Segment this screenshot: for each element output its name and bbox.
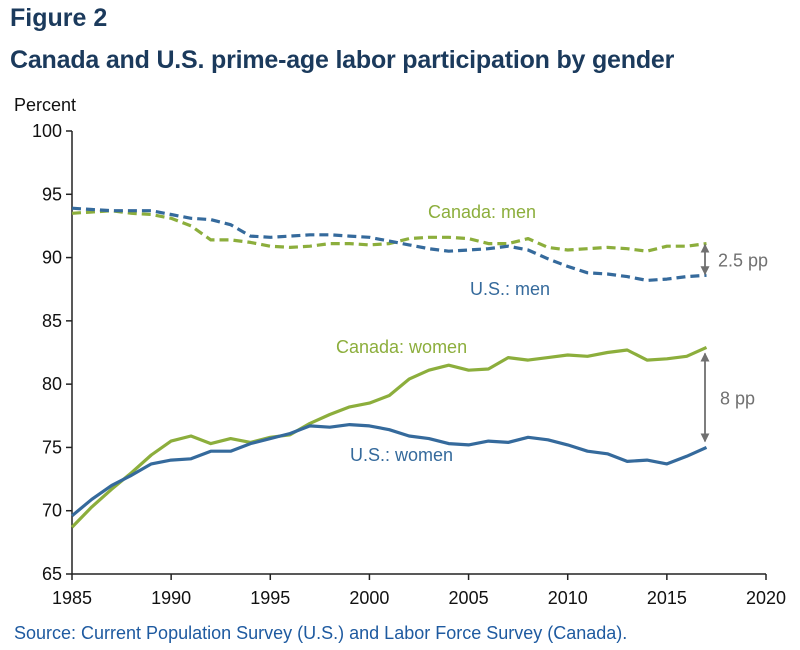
series-label: U.S.: men	[470, 279, 550, 299]
y-tick-label: 80	[42, 374, 62, 394]
y-tick-label: 100	[32, 121, 62, 141]
gap-label: 8 pp	[720, 388, 755, 408]
series-label: Canada: women	[336, 337, 467, 357]
x-tick-label: 1995	[250, 588, 290, 608]
y-tick-label: 95	[42, 184, 62, 204]
gap-label: 2.5 pp	[718, 250, 768, 270]
series-label: U.S.: women	[350, 445, 453, 465]
y-tick-label: 70	[42, 501, 62, 521]
series-line-u-s-men	[71, 206, 707, 282]
x-tick-label: 2005	[449, 588, 489, 608]
series-line-u-s-women	[70, 423, 708, 518]
series-line-canada-men	[71, 209, 707, 253]
y-tick-label: 85	[42, 311, 62, 331]
y-tick-label: 90	[42, 248, 62, 268]
source-note: Source: Current Population Survey (U.S.)…	[14, 623, 628, 643]
x-tick-label: 1990	[151, 588, 191, 608]
y-axis-label: Percent	[14, 95, 76, 115]
y-tick-label: 65	[42, 564, 62, 584]
x-tick-label: 2000	[349, 588, 389, 608]
series-line-canada-women	[70, 345, 708, 529]
x-tick-label: 2010	[548, 588, 588, 608]
series-label: Canada: men	[428, 202, 536, 222]
y-tick-label: 75	[42, 437, 62, 457]
chart-title: Canada and U.S. prime-age labor particip…	[10, 46, 675, 74]
x-tick-label: 2015	[647, 588, 687, 608]
x-tick-label: 1985	[52, 588, 92, 608]
x-tick-label: 2020	[746, 588, 786, 608]
figure-label: Figure 2	[10, 4, 108, 32]
